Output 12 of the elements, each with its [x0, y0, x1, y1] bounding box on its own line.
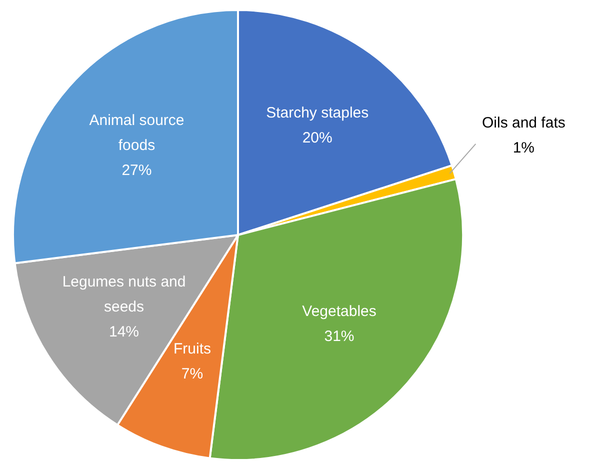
slice-label: Fruits	[174, 340, 212, 358]
slice-label: Starchy staples	[266, 104, 369, 122]
data-label: 27%	[122, 162, 152, 179]
data-label: 14%	[109, 323, 140, 340]
slice-label: Oils and fats	[482, 114, 566, 132]
slice-label: Animal source foods	[89, 112, 184, 154]
slice-label: Legumes nuts and seeds	[62, 273, 186, 316]
data-label: 31%	[324, 328, 354, 345]
data-label: 20%	[302, 129, 332, 146]
data-label: 1%	[512, 140, 535, 157]
data-label: 7%	[181, 366, 204, 383]
slice-label: Vegetables	[302, 302, 376, 320]
